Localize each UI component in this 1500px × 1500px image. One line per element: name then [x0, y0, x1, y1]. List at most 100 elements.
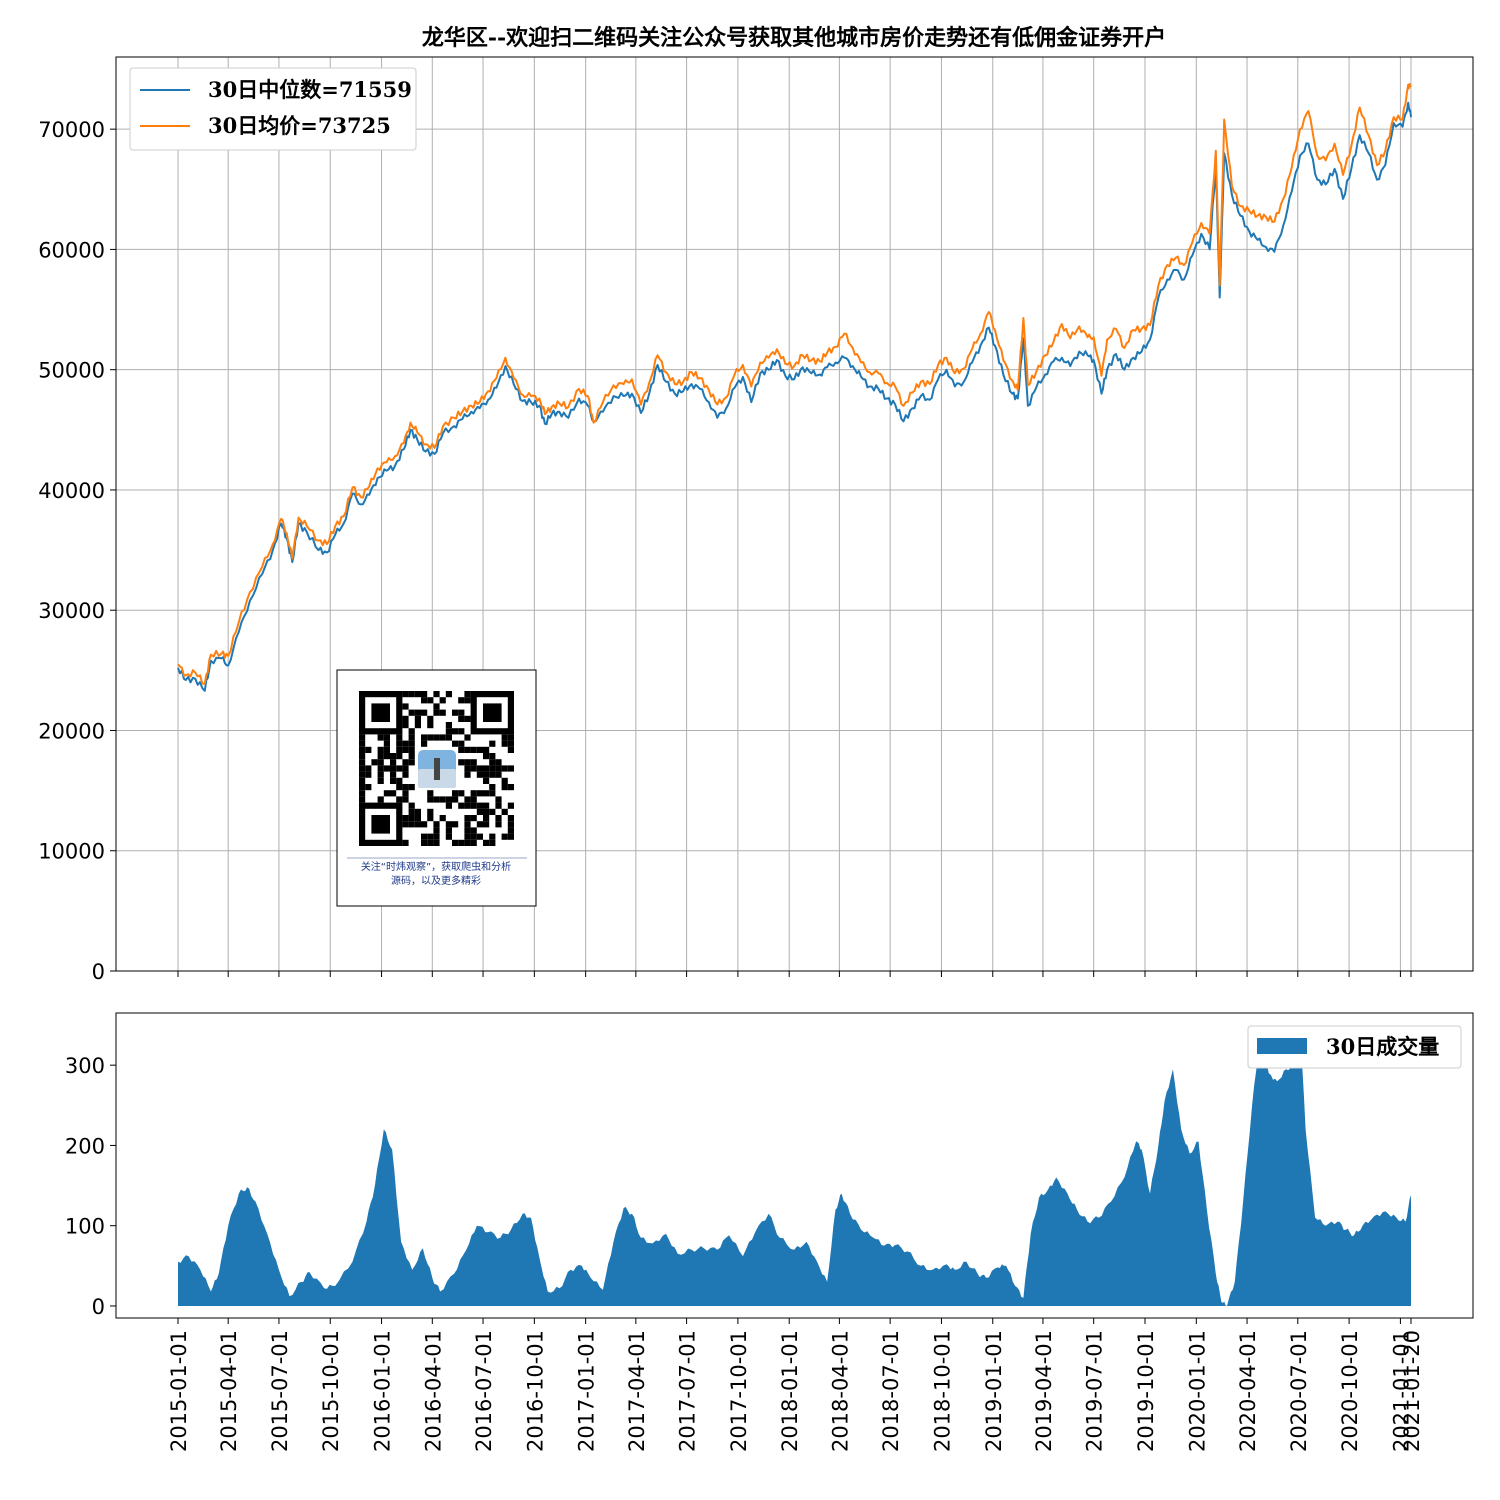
qr-module: [402, 765, 409, 772]
qr-module: [359, 759, 366, 766]
qr-module: [390, 771, 397, 778]
volume-series-group: [178, 1025, 1411, 1306]
qr-module: [427, 697, 434, 704]
volume-x-tick-label: 2020-10-01: [1338, 1330, 1362, 1452]
qr-module: [464, 771, 471, 778]
qr-module: [464, 827, 471, 834]
qr-module: [421, 691, 428, 698]
qr-module: [470, 827, 477, 834]
qr-module: [445, 821, 452, 828]
qr-module: [476, 790, 483, 797]
qr-module: [476, 765, 483, 772]
qr-finder-inner: [371, 703, 390, 722]
qr-module: [402, 722, 409, 729]
qr-module: [483, 777, 490, 784]
qr-module: [507, 734, 514, 741]
qr-module: [396, 765, 403, 772]
qr-module: [483, 815, 490, 822]
qr-module: [495, 759, 502, 766]
qr-module: [390, 765, 397, 772]
qr-module: [495, 802, 502, 809]
qr-module: [458, 697, 465, 704]
price-y-tick-label: 20000: [38, 719, 105, 743]
qr-module: [445, 802, 452, 809]
volume-axes-frame: [115, 1012, 1474, 1319]
volume-x-tick-label: 2017-10-01: [727, 1330, 751, 1452]
qr-module: [495, 815, 502, 822]
qr-module: [458, 790, 465, 797]
qr-module: [359, 796, 366, 803]
price-series-line-1: [177, 83, 1412, 685]
qr-module: [464, 765, 471, 772]
qr-module: [489, 740, 496, 747]
qr-module: [489, 765, 496, 772]
qr-module: [476, 821, 483, 828]
qr-module: [445, 728, 452, 735]
volume-x-tick-label: 2020-07-01: [1287, 1330, 1311, 1452]
qr-module: [458, 802, 465, 809]
qr-module: [445, 796, 452, 803]
qr-module: [452, 709, 459, 716]
qr-module: [470, 765, 477, 772]
qr-module: [390, 777, 397, 784]
qr-module: [501, 777, 508, 784]
qr-module: [433, 833, 440, 840]
qr-module: [396, 753, 403, 760]
qr-module: [359, 784, 366, 791]
qr-module: [402, 771, 409, 778]
qr-module: [408, 802, 415, 809]
qr-module: [470, 790, 477, 797]
qr-module: [365, 746, 372, 753]
qr-module: [421, 821, 428, 828]
qr-module: [483, 839, 490, 846]
volume-x-tick-label: 2018-01-01: [778, 1330, 802, 1452]
volume-x-tick-label: 2016-01-01: [371, 1330, 395, 1452]
qr-module: [439, 815, 446, 822]
qr-module: [458, 759, 465, 766]
qr-module: [402, 759, 409, 766]
volume-x-tick-label: 2016-10-01: [523, 1330, 547, 1452]
qr-module: [507, 765, 514, 772]
volume-x-tick-label: 2021-01-20: [1400, 1330, 1424, 1452]
qr-module: [414, 709, 421, 716]
qr-module: [476, 802, 483, 809]
qr-module: [365, 784, 372, 791]
qr-module: [501, 833, 508, 840]
qr-module: [408, 808, 415, 815]
volume-x-tick-label: 2017-04-01: [625, 1330, 649, 1452]
qr-module: [427, 808, 434, 815]
qr-module: [439, 796, 446, 803]
price-series-group: [177, 83, 1412, 692]
qr-avatar-figure: [434, 758, 440, 780]
qr-module: [359, 777, 366, 784]
qr-module: [359, 746, 366, 753]
qr-module: [439, 709, 446, 716]
qr-module: [414, 821, 421, 828]
qr-caption-line1: 关注“时炜观察”，获取爬虫和分析: [361, 860, 511, 873]
qr-module: [464, 796, 471, 803]
qr-module: [359, 734, 366, 741]
qr-module: [452, 839, 459, 846]
qr-module: [408, 691, 415, 698]
qr-module: [359, 790, 366, 797]
qr-module: [402, 703, 409, 710]
qr-module: [501, 740, 508, 747]
qr-module: [427, 790, 434, 797]
qr-module: [470, 833, 477, 840]
qr-module: [408, 746, 415, 753]
qr-module: [464, 734, 471, 741]
qr-finder-inner: [483, 703, 502, 722]
qr-module: [396, 796, 403, 803]
qr-module: [464, 821, 471, 828]
qr-module: [383, 765, 390, 772]
qr-module: [458, 746, 465, 753]
qr-module: [464, 759, 471, 766]
qr-module: [501, 784, 508, 791]
qr-module: [476, 746, 483, 753]
qr-module: [464, 691, 471, 698]
volume-y-axis: 0 100 200 300: [65, 1054, 116, 1319]
volume-x-tick-label: 2019-10-01: [1134, 1330, 1158, 1452]
qr-module: [421, 697, 428, 704]
qr-module: [402, 796, 409, 803]
qr-module: [402, 746, 409, 753]
